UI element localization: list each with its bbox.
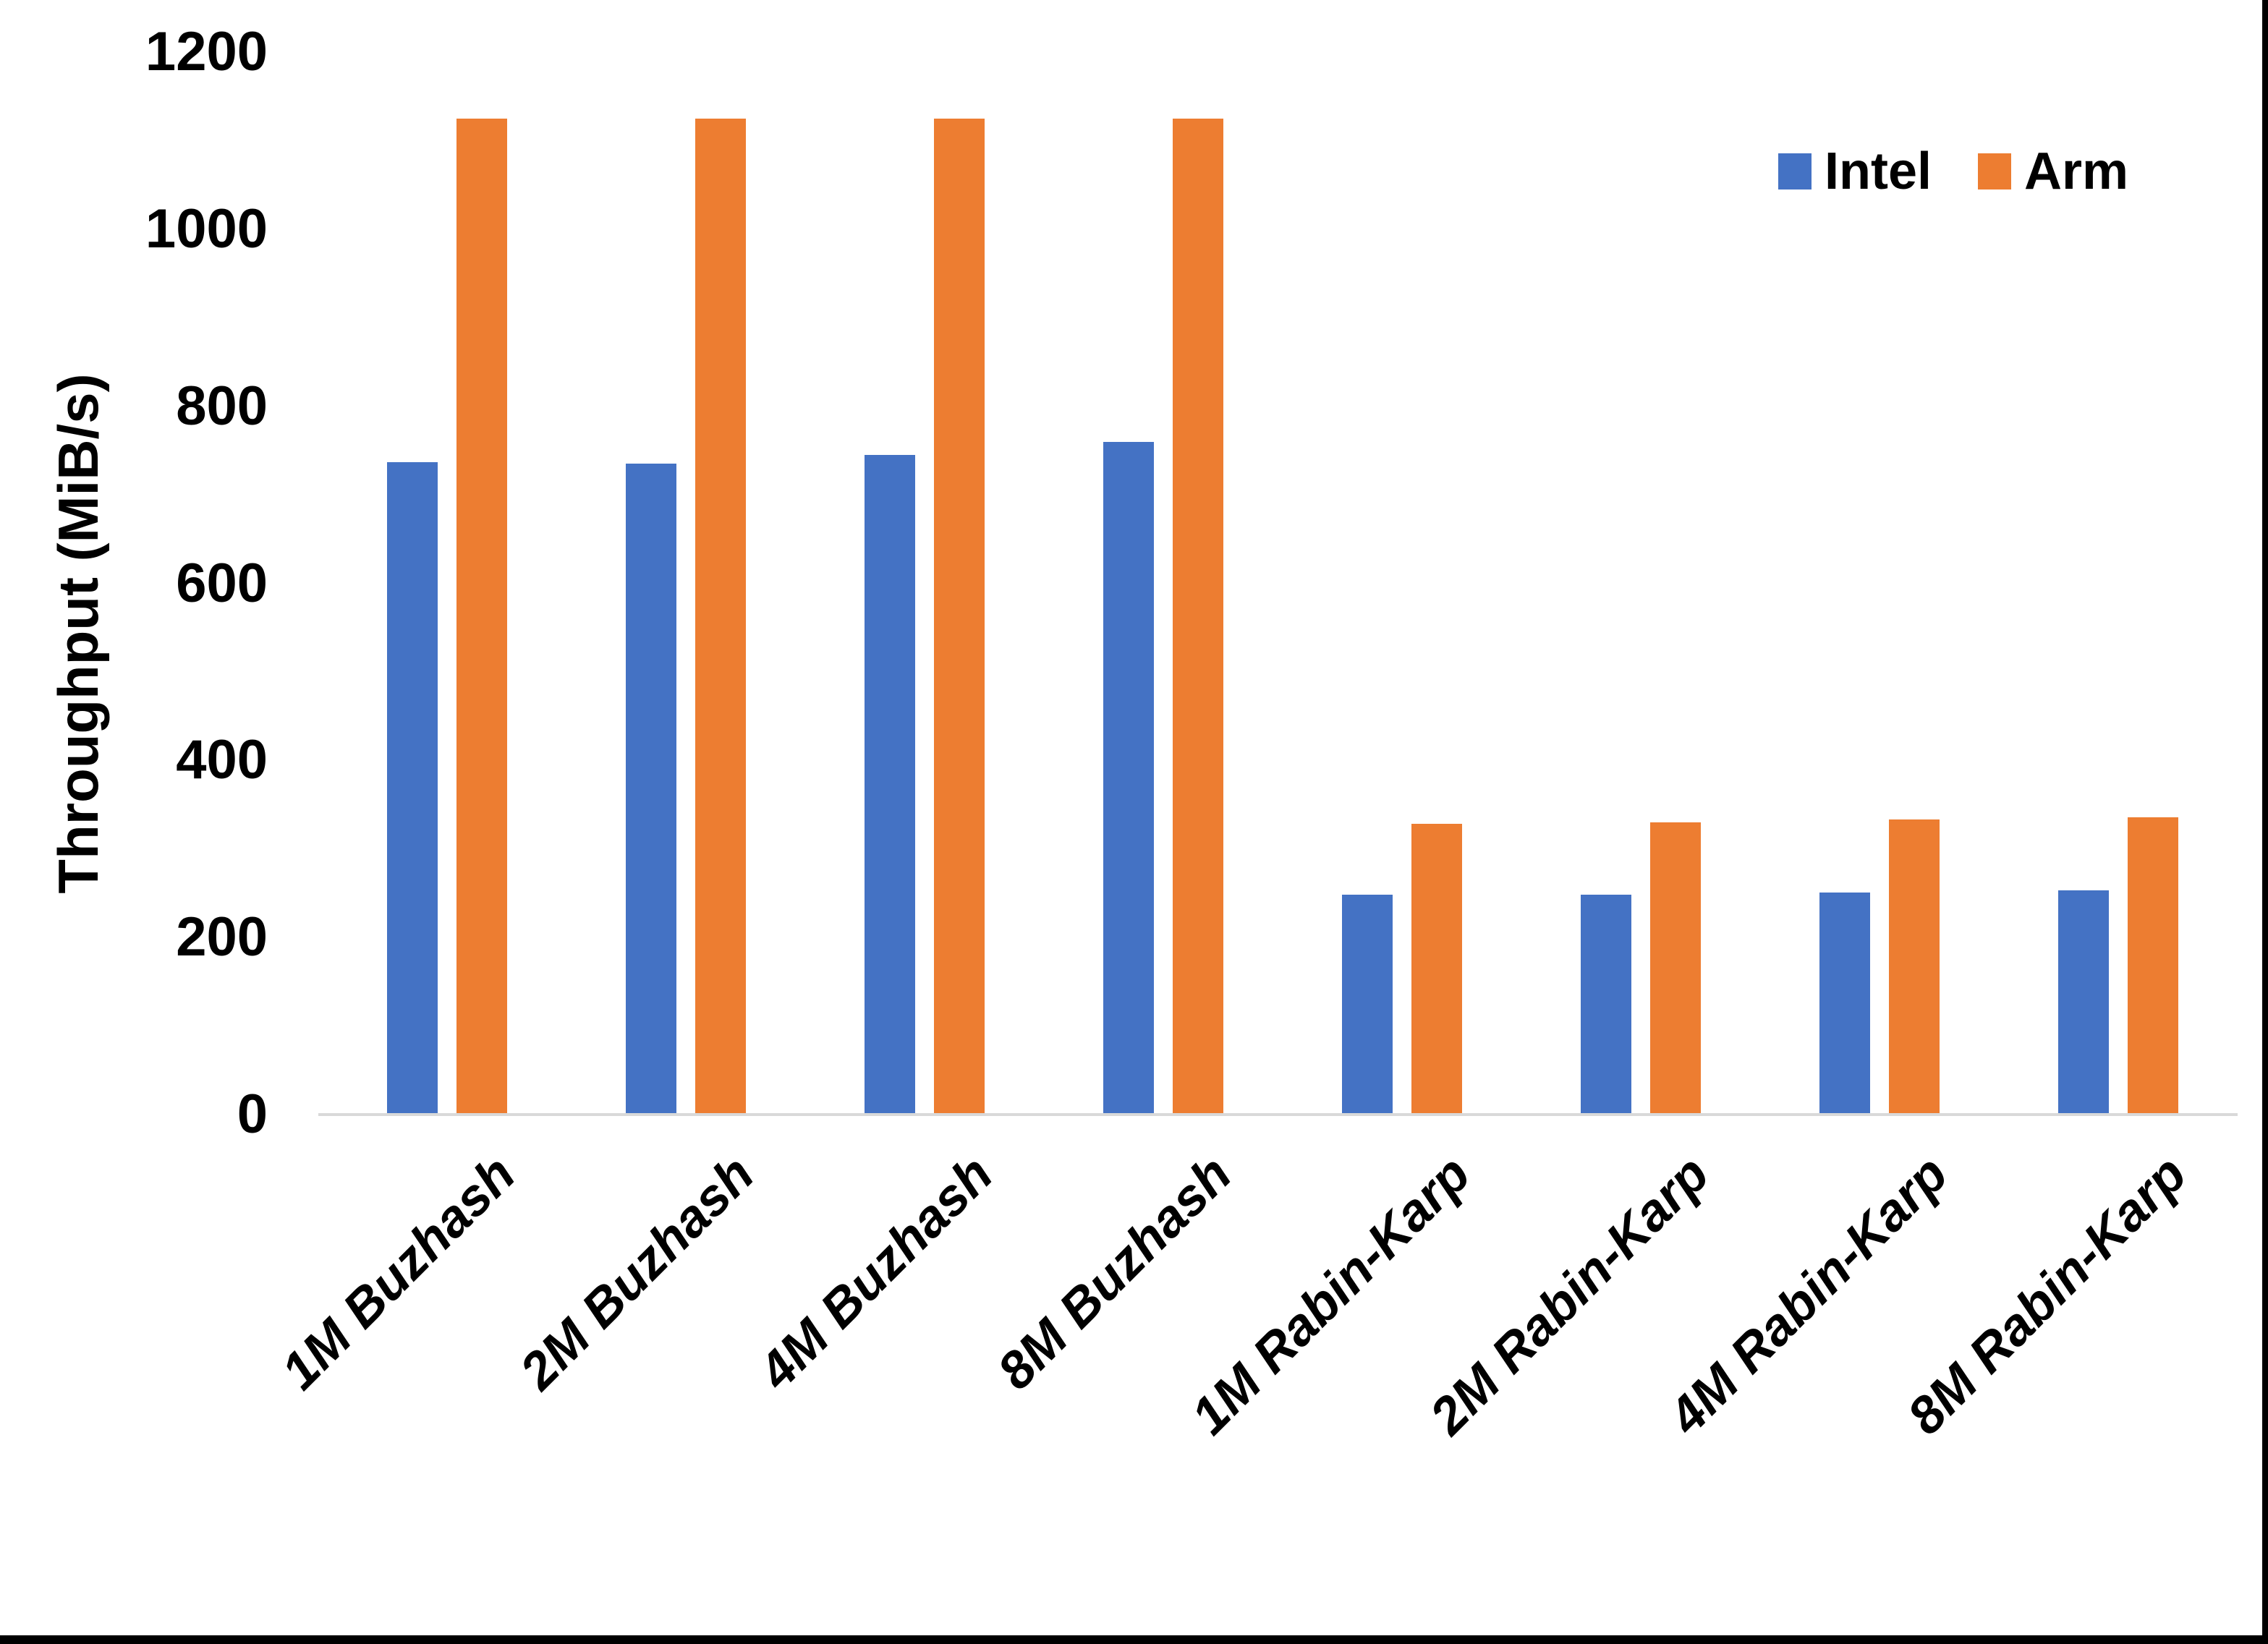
bar-arm-2m-rabin-karp: [1650, 822, 1701, 1115]
legend: Intel Arm: [1778, 142, 2128, 201]
y-tick-label-0: 0: [237, 1083, 268, 1145]
y-tick-label-200: 200: [176, 906, 268, 968]
y-tick-label-600: 600: [176, 552, 268, 614]
bar-intel-8m-rabin-karp: [2058, 890, 2109, 1115]
x-axis-line: [318, 1113, 2238, 1116]
y-tick-label-400: 400: [176, 729, 268, 791]
bar-arm-8m-rabin-karp: [2128, 817, 2178, 1115]
legend-item-arm: Arm: [1978, 142, 2128, 201]
bar-intel-4m-rabin-karp: [1819, 893, 1870, 1115]
y-tick-label-1200: 1200: [145, 21, 268, 82]
y-tick-label-800: 800: [176, 375, 268, 437]
legend-item-intel: Intel: [1778, 142, 1932, 201]
bar-arm-4m-rabin-karp: [1889, 819, 1940, 1115]
x-label-4m-buzhash: 4M Buzhash: [747, 1144, 1004, 1401]
legend-swatch-arm: [1978, 153, 2012, 189]
bar-arm-8m-buzhash: [1173, 119, 1223, 1115]
legend-swatch-intel: [1778, 153, 1812, 189]
bar-intel-1m-rabin-karp: [1342, 895, 1393, 1115]
bar-intel-4m-buzhash: [865, 455, 915, 1115]
bar-arm-1m-rabin-karp: [1411, 824, 1462, 1115]
bar-intel-2m-rabin-karp: [1581, 895, 1631, 1115]
x-label-1m-buzhash: 1M Buzhash: [270, 1144, 527, 1401]
right-border: [2262, 0, 2268, 1644]
bar-arm-2m-buzhash: [695, 119, 746, 1115]
bar-intel-1m-buzhash: [387, 462, 438, 1115]
bottom-border: [0, 1635, 2268, 1644]
legend-label-arm: Arm: [2024, 142, 2129, 200]
y-tick-label-1000: 1000: [145, 197, 268, 260]
bar-intel-8m-buzhash: [1103, 442, 1154, 1115]
bar-arm-4m-buzhash: [934, 119, 985, 1115]
legend-label-intel: Intel: [1825, 142, 1932, 200]
y-axis-title: Throughput (MiB/s): [46, 373, 110, 894]
bar-arm-1m-buzhash: [456, 119, 507, 1115]
x-label-8m-buzhash: 8M Buzhash: [986, 1144, 1243, 1401]
bar-intel-2m-buzhash: [626, 464, 676, 1115]
x-label-2m-buzhash: 2M Buzhash: [509, 1144, 765, 1401]
